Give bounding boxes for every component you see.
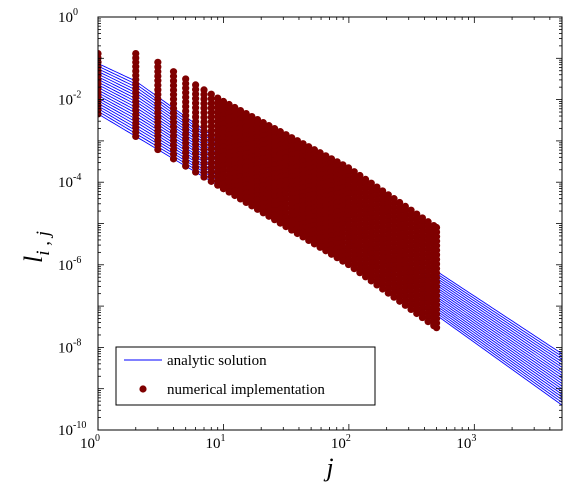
x-tick-label: 101 [205,433,225,452]
y-tick-label: 100 [58,7,78,26]
numerical-point [373,281,381,289]
numerical-point [200,173,208,181]
legend-label-numerical: numerical implementation [167,382,325,398]
y-tick-labels: 100 10-2 10-4 10-6 10-8 10-10 [58,7,86,439]
y-tick-label: 10-10 [58,420,86,439]
numerical-point [288,226,296,234]
numerical-point [132,132,140,140]
numerical-point [271,216,279,224]
numerical-point [396,297,404,305]
numerical-point [293,229,301,238]
numerical-point [207,177,215,185]
y-tick-label: 10-2 [58,90,81,109]
numerical-point [299,233,307,241]
numerical-point [322,247,330,255]
numerical-point [333,254,341,262]
numerical-point [231,191,239,200]
legend-box [115,346,376,406]
x-tick-label: 102 [331,433,351,452]
y-axis-label-subscript: i , j [33,231,54,256]
numerical-point [259,209,267,217]
numerical-point [407,305,415,313]
numerical-point [154,145,162,154]
numerical-point [265,212,273,220]
x-tick-label: 100 [80,433,100,452]
numerical-point [219,185,228,193]
y-tick-label: 10-6 [58,255,81,274]
x-tick-label: 103 [456,433,476,452]
numerical-point [236,195,245,203]
numerical-point [214,181,222,189]
x-axis-label: j [323,453,333,482]
numerical-point [276,219,284,227]
numerical-point [305,236,313,244]
numerical-point [248,202,256,210]
numerical-point [192,168,200,176]
numerical-point [282,222,290,231]
numerical-point [384,289,392,297]
numerical-point [432,324,441,332]
numerical-point [401,301,409,309]
legend-marker-swatch [139,385,147,393]
numerical-point [361,273,370,281]
y-axis-label-main: l [19,256,48,263]
y-tick-label: 10-8 [58,337,81,356]
legend-label-analytic: analytic solution [167,353,267,369]
y-axis-label: li , j [19,231,54,263]
numerical-point [424,318,432,326]
numerical-point [316,243,324,251]
numerical-point [339,257,347,265]
axis-ticks [97,17,563,431]
x-tick-labels: 100 101 102 103 [80,433,476,452]
numerical-point [379,285,387,293]
numerical-point [327,250,336,258]
legend: analytic solution numerical implementati… [115,346,376,406]
numerical-point [182,162,190,170]
numerical-point [350,265,358,273]
numerical-point [225,188,233,196]
numerical-point [390,293,398,301]
numerical-point [413,309,421,318]
numerical-point [356,269,364,277]
numerical-point [242,198,250,207]
numerical-point [253,205,262,213]
numerical-point [344,260,353,269]
numerical-point [367,277,375,285]
numerical-point [310,240,319,248]
numerical-point [418,313,427,322]
numerical-markers [98,49,441,332]
y-tick-label: 10-4 [58,172,81,191]
numerical-point [169,155,178,163]
